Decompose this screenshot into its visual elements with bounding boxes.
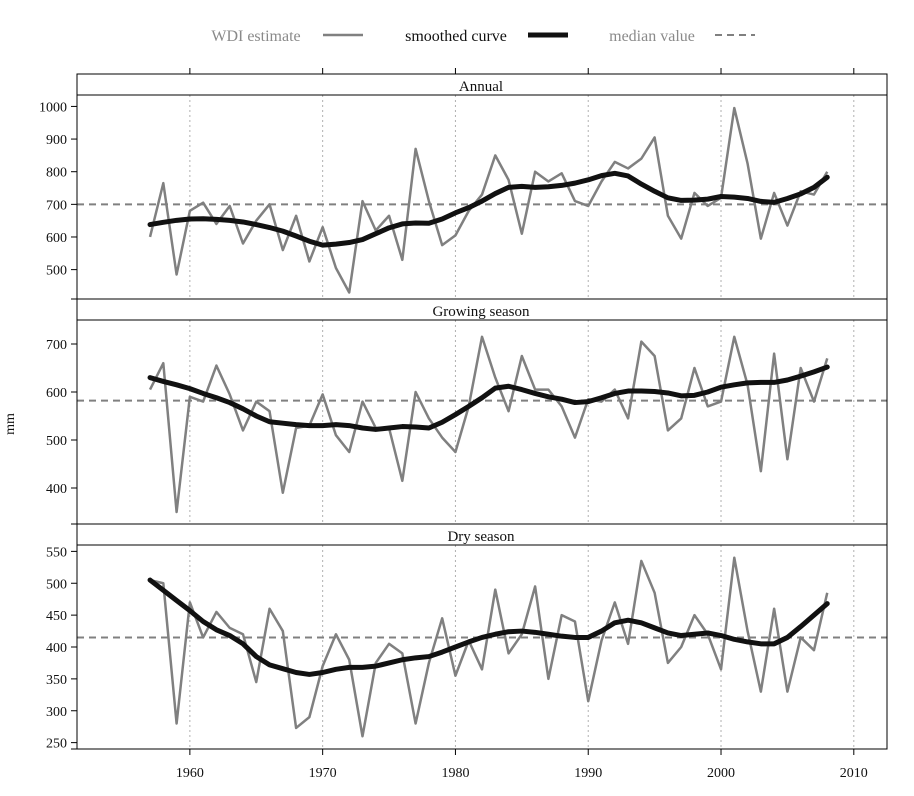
- panel-title-annual: Annual: [459, 79, 503, 95]
- x-tick-label-2010: 2010: [840, 766, 868, 781]
- y-tick-label: 900: [46, 133, 67, 148]
- y-tick-label: 350: [46, 673, 67, 688]
- x-tick-label-1980: 1980: [441, 766, 469, 781]
- smoothed-curve-line-annual: [147, 170, 830, 248]
- wdi-estimate-line-annual: [148, 106, 829, 294]
- y-tick-label: 500: [46, 264, 67, 279]
- y-tick-label: 700: [46, 198, 67, 213]
- y-tick-label: 300: [46, 705, 67, 720]
- wdi-estimate-line-dry-season: [149, 556, 829, 738]
- x-tick-label-1970: 1970: [309, 766, 337, 781]
- panel-frame-annual: [76, 73, 888, 300]
- y-tick-label: 500: [46, 577, 67, 592]
- y-tick-label: 450: [46, 609, 67, 624]
- y-axis-label: mm: [3, 413, 18, 435]
- y-tick-label: 600: [46, 231, 67, 246]
- wdi-estimate-line-growing-season: [148, 335, 829, 514]
- legend-label-median-value: median value: [609, 28, 695, 45]
- y-tick-label: 600: [46, 386, 67, 401]
- legend-label-smoothed-curve: smoothed curve: [405, 28, 507, 45]
- y-tick-label: 250: [46, 737, 67, 752]
- panel-frame-growing-season: [76, 298, 888, 525]
- x-tick-label-2000: 2000: [707, 766, 735, 781]
- y-tick-label: 550: [46, 545, 67, 560]
- x-tick-label-1990: 1990: [574, 766, 602, 781]
- y-tick-label: 400: [46, 482, 67, 497]
- panel-title-dry-season: Dry season: [447, 529, 515, 545]
- y-tick-label: 700: [46, 338, 67, 353]
- smoothed-curve-line-dry-season: [147, 577, 830, 677]
- y-tick-label: 500: [46, 434, 67, 449]
- panel-frame-dry-season: [76, 523, 888, 750]
- legend: WDI estimate smoothed curve median value: [211, 28, 755, 45]
- x-tick-label-1960: 1960: [176, 766, 204, 781]
- smoothed-curve-line-growing-season: [147, 364, 830, 432]
- y-tick-label: 800: [46, 166, 67, 181]
- y-tick-label: 1000: [39, 100, 67, 115]
- legend-label-wdi-estimate: WDI estimate: [211, 28, 300, 45]
- y-tick-label: 400: [46, 641, 67, 656]
- panel-title-growing-season: Growing season: [432, 304, 530, 320]
